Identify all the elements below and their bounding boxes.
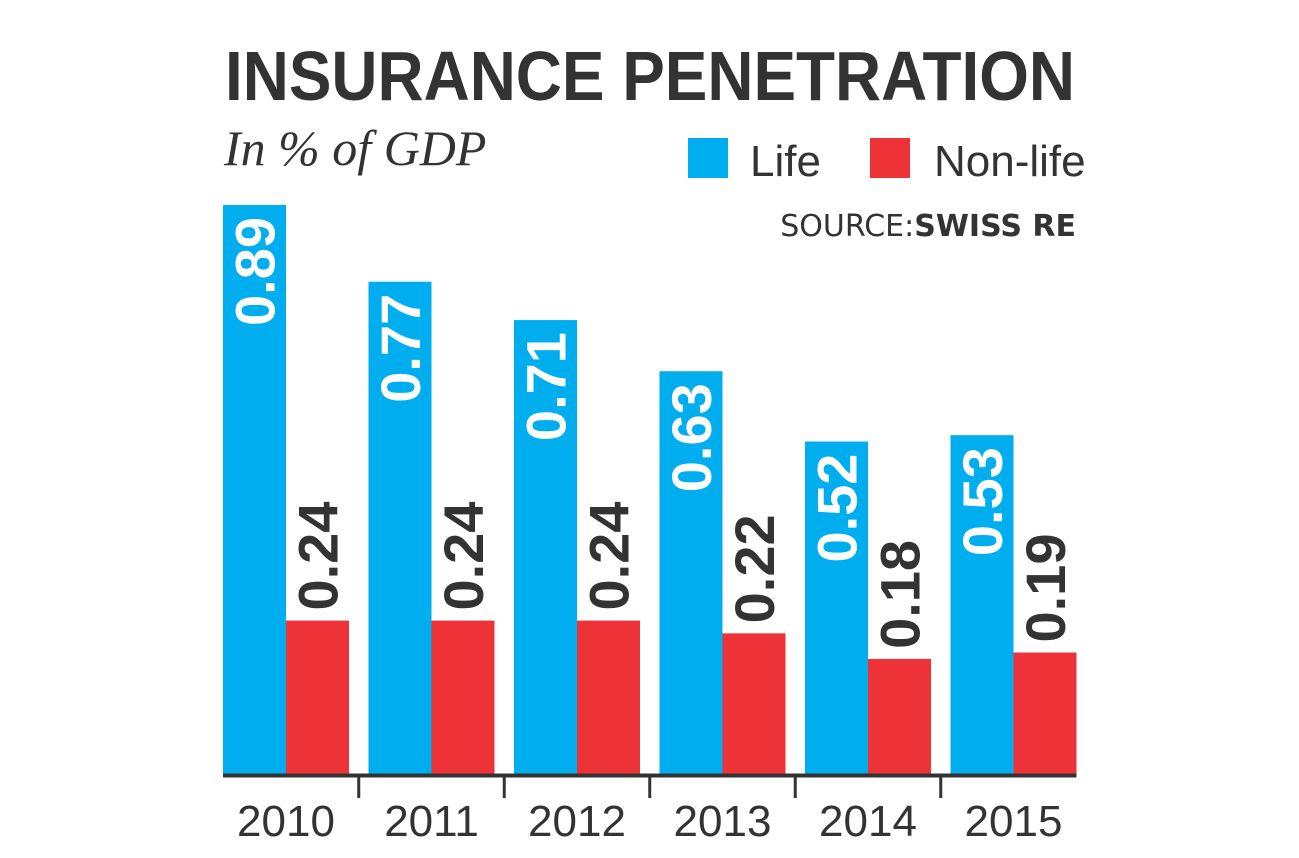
value-label-life-2015: 0.53 — [951, 447, 1014, 556]
bar-non-life-2013 — [722, 633, 786, 774]
x-axis — [223, 773, 1077, 798]
x-tick-labels: 2010 2011 2012 2013 2014 2015 — [237, 797, 1062, 846]
bar-life-2015 — [950, 435, 1014, 774]
value-label-life-2010: 0.89 — [224, 217, 287, 326]
value-label-non-life-2013: 0.22 — [723, 514, 786, 623]
source-credit: SOURCE:SWISS RE — [780, 209, 1076, 244]
bar-non-life-2015 — [1013, 652, 1077, 774]
bar-non-life-2014 — [868, 658, 931, 774]
source-name: SWISS RE — [914, 209, 1076, 244]
x-tick-label-2015: 2015 — [965, 797, 1063, 846]
legend-swatch-non-life — [870, 138, 910, 178]
bar-non-life-2011 — [431, 620, 495, 774]
bar-non-life-2010 — [286, 620, 349, 774]
value-label-non-life-2011: 0.24 — [432, 502, 495, 611]
x-tick-label-2014: 2014 — [819, 797, 917, 846]
value-label-life-2014: 0.52 — [806, 454, 869, 563]
value-label-non-life-2010: 0.24 — [287, 502, 350, 611]
x-tick-label-2013: 2013 — [674, 797, 772, 846]
bar-life-2011 — [368, 281, 432, 774]
legend-label-non-life: Non-life — [934, 137, 1086, 186]
value-label-non-life-2015: 0.19 — [1014, 534, 1077, 643]
value-label-life-2012: 0.71 — [515, 332, 578, 441]
legend-swatch-life — [688, 138, 728, 178]
bar-life-2013 — [659, 371, 723, 774]
value-label-non-life-2014: 0.18 — [869, 540, 932, 649]
bar-non-life-2012 — [577, 620, 640, 774]
bars — [223, 205, 1077, 774]
x-tick-label-2011: 2011 — [384, 797, 479, 846]
bar-life-2010 — [223, 205, 286, 774]
x-tick-label-2010: 2010 — [237, 797, 335, 846]
value-label-life-2013: 0.63 — [660, 383, 723, 492]
source-prefix: SOURCE: — [780, 209, 914, 244]
value-label-non-life-2012: 0.24 — [578, 502, 641, 611]
x-tick-label-2012: 2012 — [528, 797, 626, 846]
value-label-life-2011: 0.77 — [369, 294, 432, 403]
bar-life-2014 — [805, 441, 868, 774]
chart-title: INSURANCE PENETRATION — [225, 37, 1075, 115]
legend: Life Non-life — [688, 137, 1086, 186]
value-labels: 0.890.240.770.240.710.240.630.220.520.18… — [224, 217, 1078, 649]
legend-label-life: Life — [750, 137, 821, 186]
bar-life-2012 — [514, 320, 577, 774]
chart-subtitle: In % of GDP — [223, 120, 486, 176]
